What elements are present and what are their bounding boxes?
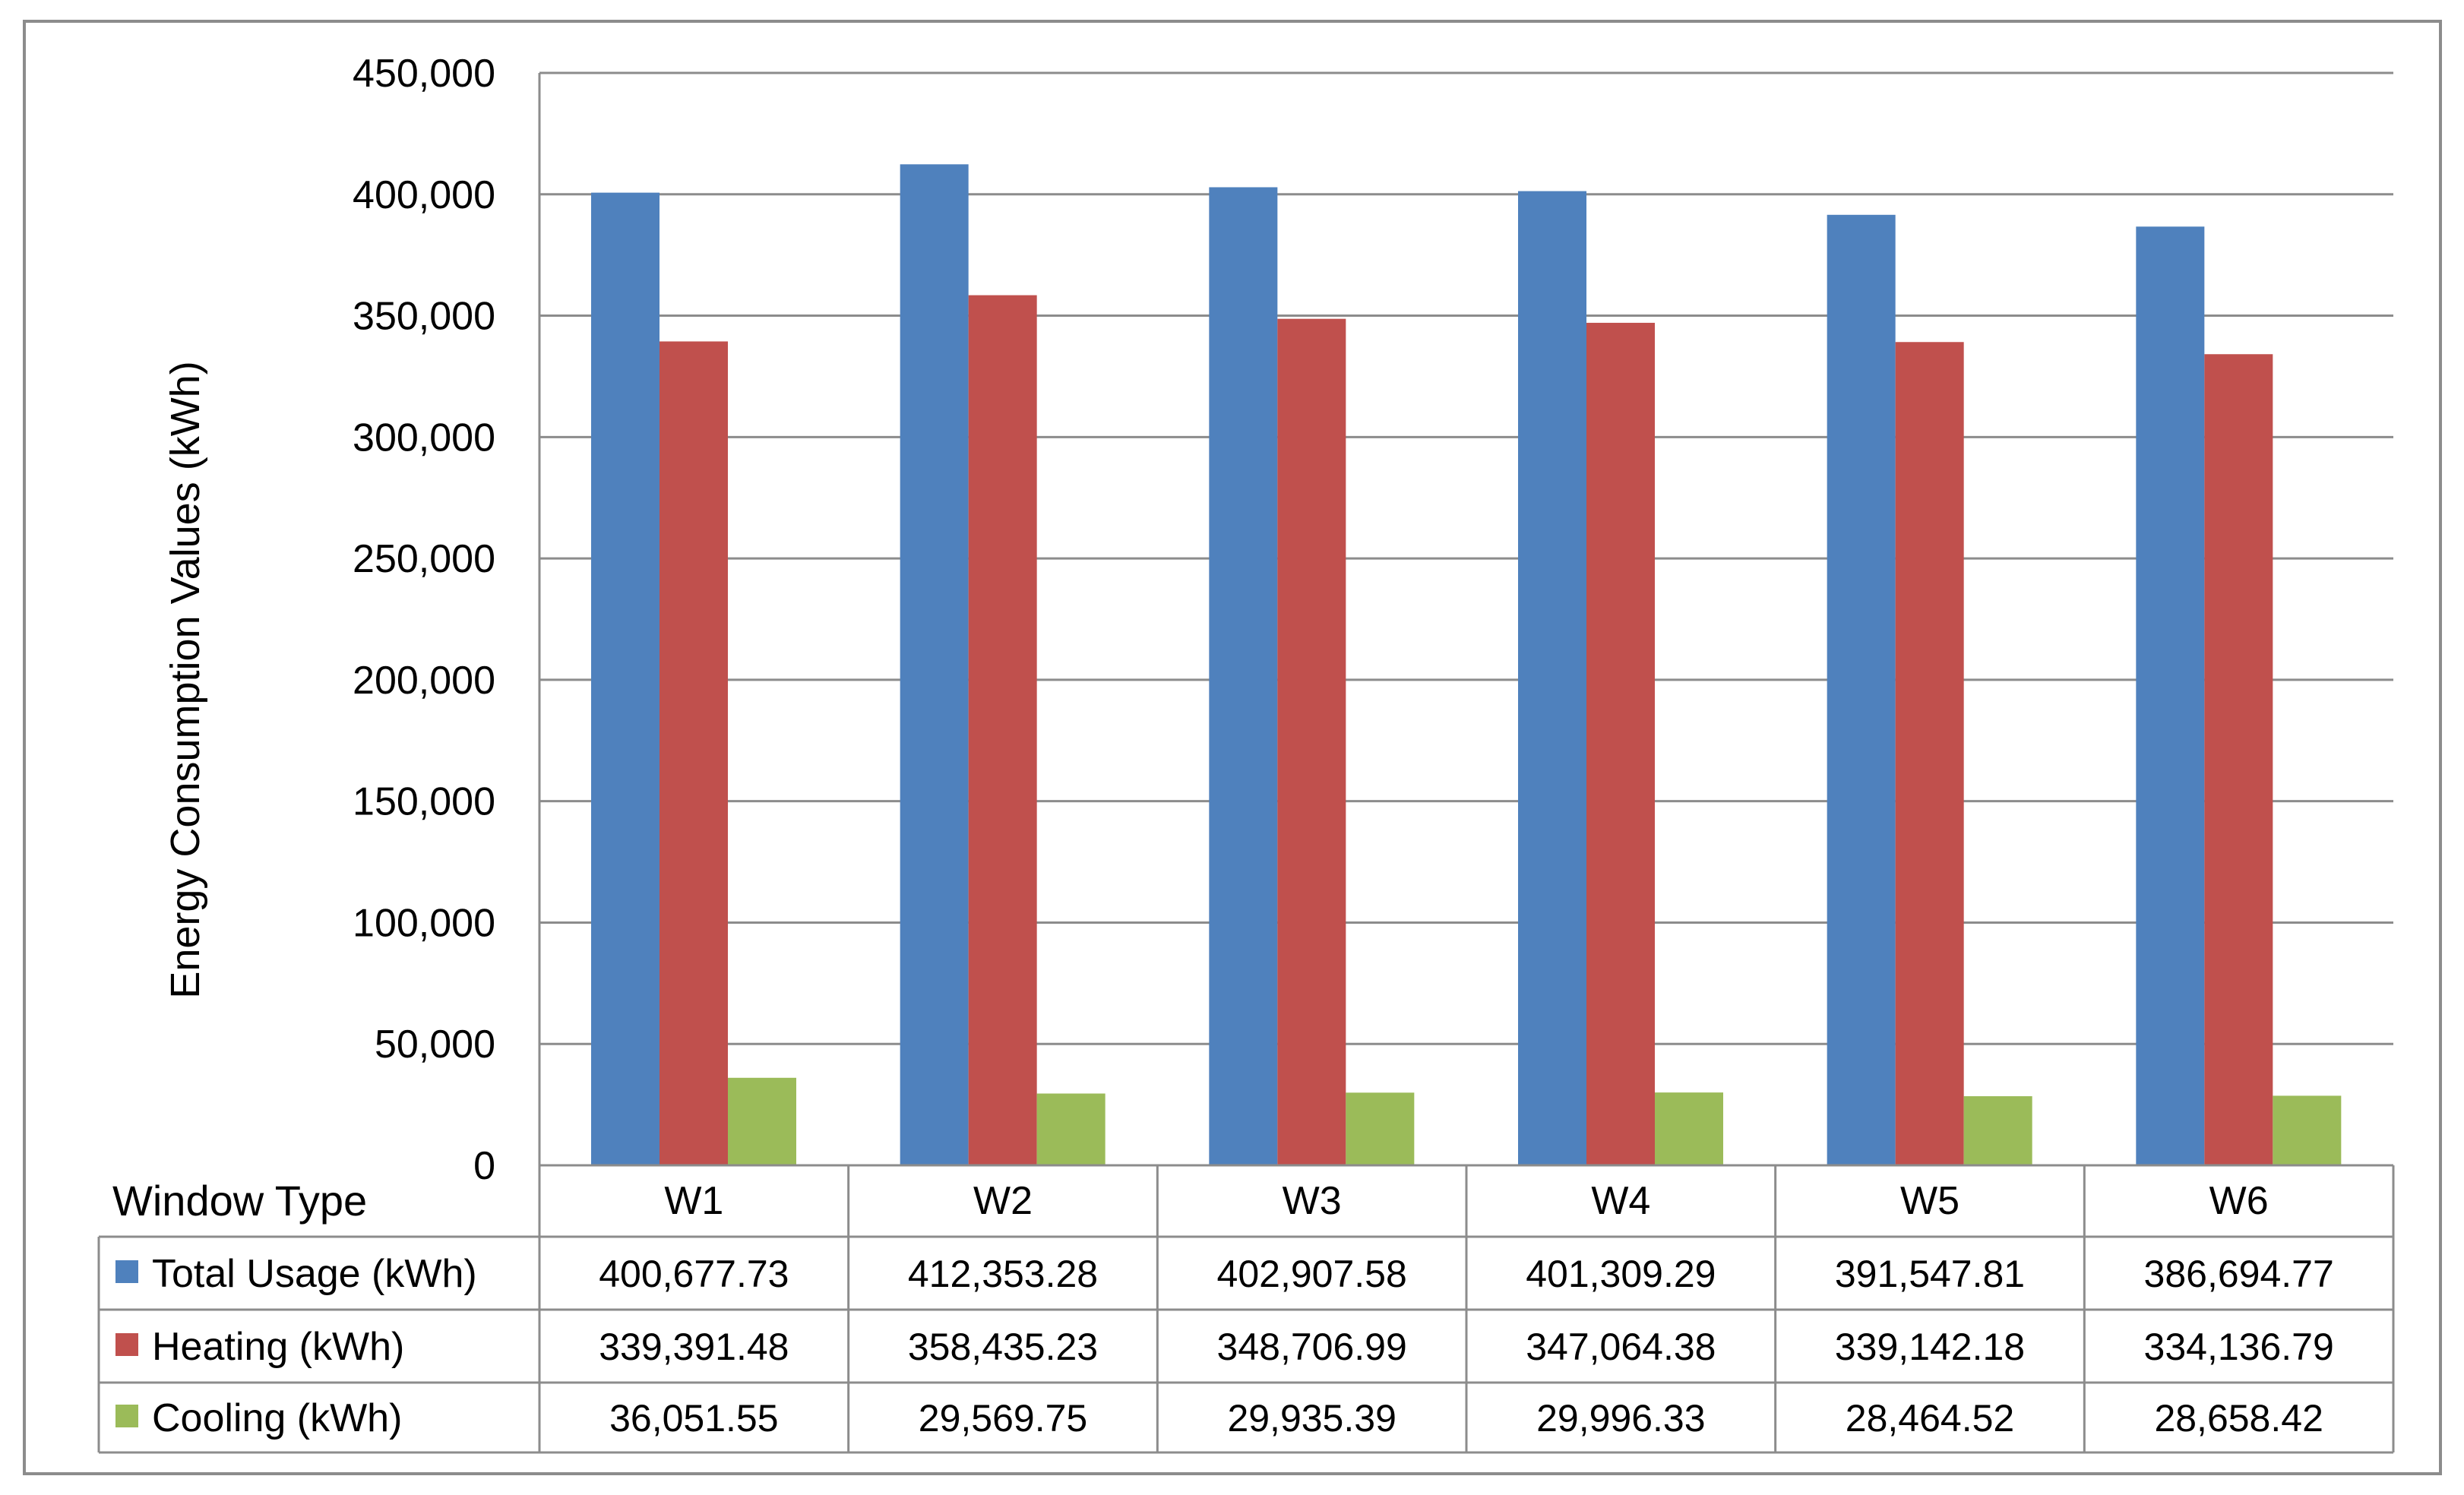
y-axis: 0 50,000 100,000 150,000 200,000 250,000 300,0… [353, 52, 541, 1188]
data-label: 28,464.52 [1846, 1397, 2014, 1440]
data-label: 401,309.29 [1526, 1253, 1716, 1295]
bars [591, 164, 2342, 1165]
y-tick-label: 0 [473, 1144, 495, 1188]
y-tick-label: 450,000 [353, 52, 495, 96]
bar-w5-total [1827, 214, 1896, 1165]
legend-label: Heating (kWh) [152, 1325, 404, 1369]
y-tick-label: 300,000 [353, 416, 495, 460]
data-label: 29,996.33 [1536, 1397, 1705, 1440]
y-tick-label: 200,000 [353, 659, 495, 703]
data-label: 386,694.77 [2144, 1253, 2334, 1295]
y-tick-label: 250,000 [353, 537, 495, 581]
data-label: 36,051.55 [609, 1397, 778, 1440]
bar-w2-cooling [1036, 1093, 1105, 1165]
bar-w6-cooling [2273, 1095, 2342, 1165]
category-label-w6: W6 [2209, 1179, 2269, 1223]
data-label: 339,391.48 [599, 1326, 789, 1368]
bar-w4-total [1518, 191, 1586, 1165]
legend-label: Cooling (kWh) [152, 1396, 402, 1440]
y-tick-label: 50,000 [375, 1022, 495, 1067]
data-label: 29,569.75 [919, 1397, 1087, 1440]
bar-w3-cooling [1346, 1092, 1415, 1165]
bar-w1-heating [659, 341, 728, 1165]
legend-label: Total Usage (kWh) [152, 1252, 477, 1296]
category-label-w3: W3 [1283, 1179, 1342, 1223]
y-tick-label: 100,000 [353, 901, 495, 945]
legend-swatch [115, 1260, 138, 1283]
bar-w4-heating [1586, 322, 1655, 1165]
y-tick-label: 350,000 [353, 295, 495, 339]
gridlines [539, 71, 2393, 1167]
legend-swatch [115, 1333, 138, 1356]
bar-w5-cooling [1963, 1096, 2032, 1165]
data-label: 391,547.81 [1835, 1253, 2025, 1295]
bar-w6-total [2136, 226, 2205, 1165]
y-tick-label: 400,000 [353, 173, 495, 217]
y-tick-label: 150,000 [353, 780, 495, 824]
legend-swatch [115, 1405, 138, 1427]
data-table: Window Type W1 W2 W3 W4 W5 W6 Total Usage (kWh)… [97, 1164, 2395, 1454]
data-label: 29,935.39 [1227, 1397, 1396, 1440]
bar-w2-heating [968, 295, 1037, 1165]
bar-w1-total [591, 192, 659, 1165]
data-label: 347,064.38 [1526, 1326, 1716, 1368]
category-label-w5: W5 [1900, 1179, 1959, 1223]
data-label: 28,658.42 [2154, 1397, 2323, 1440]
data-label: 412,353.28 [908, 1253, 1098, 1295]
table-header-label: Window Type [112, 1177, 367, 1225]
bar-w5-heating [1895, 342, 1964, 1165]
bar-w3-total [1209, 187, 1278, 1165]
data-label: 334,136.79 [2144, 1326, 2334, 1368]
category-label-w2: W2 [973, 1179, 1033, 1223]
bar-w2-total [900, 164, 969, 1165]
data-label: 358,435.23 [908, 1326, 1098, 1368]
data-label: 400,677.73 [599, 1253, 789, 1295]
bar-w4-cooling [1655, 1092, 1723, 1165]
category-label-w1: W1 [664, 1179, 723, 1223]
data-label: 339,142.18 [1835, 1326, 2025, 1368]
bar-w1-cooling [728, 1077, 796, 1165]
category-label-w4: W4 [1591, 1179, 1650, 1223]
y-axis-label: Energy Consumption Values (kWh) [163, 361, 208, 998]
data-label: 402,907.58 [1217, 1253, 1407, 1295]
data-label: 348,706.99 [1217, 1326, 1407, 1368]
bar-w3-heating [1277, 318, 1346, 1165]
bar-w6-heating [2204, 354, 2273, 1165]
